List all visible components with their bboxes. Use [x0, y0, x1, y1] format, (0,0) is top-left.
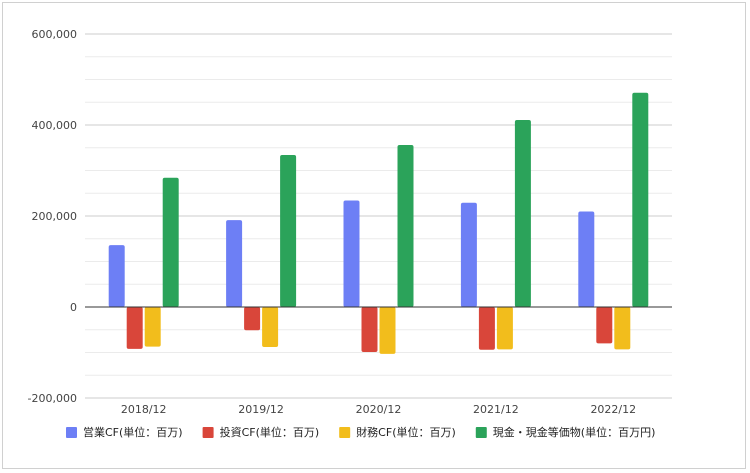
- legend-item: 財務CF(単位：百万): [339, 425, 456, 439]
- bar-series-0-2019/12: [226, 220, 243, 307]
- bar-series-3-2019/12: [280, 155, 297, 307]
- y-axis-ticks: 600,000 400,000 200,000 0 -200,000: [28, 28, 77, 405]
- x-tick-label: 2018/12: [121, 403, 167, 416]
- legend-swatch: [475, 427, 487, 438]
- legend-label: 現金・現金等価物(単位：百万円): [493, 425, 656, 439]
- bar-series-3-2022/12: [632, 92, 649, 307]
- legend-item: 投資CF(単位：百万): [202, 425, 320, 439]
- gridlines: [85, 33, 672, 399]
- bar-series-2-2018/12: [144, 307, 161, 347]
- bar-series-1-2018/12: [126, 307, 143, 349]
- x-tick-label: 2019/12: [238, 403, 284, 416]
- bar-series-2-2019/12: [262, 307, 279, 348]
- bar-series-3-2021/12: [514, 119, 531, 308]
- legend-label: 投資CF(単位：百万): [220, 425, 320, 439]
- x-tick-label: 2021/12: [473, 403, 519, 416]
- bar-series-3-2018/12: [162, 177, 179, 307]
- x-tick-label: 2020/12: [356, 403, 402, 416]
- legend-swatch: [339, 427, 351, 438]
- y-tick-label: -200,000: [28, 392, 77, 405]
- x-axis-ticks: 2018/12 2019/12 2020/12 2021/12 2022/12: [121, 403, 636, 416]
- x-tick-label: 2022/12: [590, 403, 636, 416]
- y-tick-label: 600,000: [32, 28, 78, 41]
- bar-series-0-2020/12: [343, 200, 360, 307]
- legend-label: 営業CF(単位：百万): [83, 425, 183, 439]
- legend-label: 財務CF(単位：百万): [356, 425, 456, 439]
- y-tick-label: 400,000: [32, 119, 78, 132]
- bar-series-0-2021/12: [460, 202, 477, 307]
- legend-item: 現金・現金等価物(単位：百万円): [475, 425, 656, 439]
- bar-series-0-2018/12: [108, 245, 125, 307]
- legend-swatch: [66, 427, 77, 438]
- bar-series-3-2020/12: [397, 145, 414, 307]
- bar-series-1-2021/12: [478, 307, 495, 350]
- bar-series-1-2019/12: [244, 307, 261, 331]
- bars: [108, 92, 649, 354]
- legend-item: 営業CF(単位：百万): [66, 425, 183, 439]
- bar-series-1-2022/12: [596, 307, 613, 344]
- y-tick-label: 0: [70, 301, 77, 314]
- y-tick-label: 200,000: [32, 210, 78, 223]
- bar-series-0-2022/12: [578, 211, 595, 307]
- bar-series-2-2020/12: [379, 307, 396, 354]
- bar-series-2-2022/12: [614, 307, 631, 350]
- bar-series-2-2021/12: [496, 307, 513, 350]
- bar-series-1-2020/12: [361, 307, 378, 353]
- legend-swatch: [202, 427, 214, 438]
- legend: 営業CF(単位：百万) 投資CF(単位：百万) 財務CF(単位：百万) 現金・現…: [66, 425, 655, 439]
